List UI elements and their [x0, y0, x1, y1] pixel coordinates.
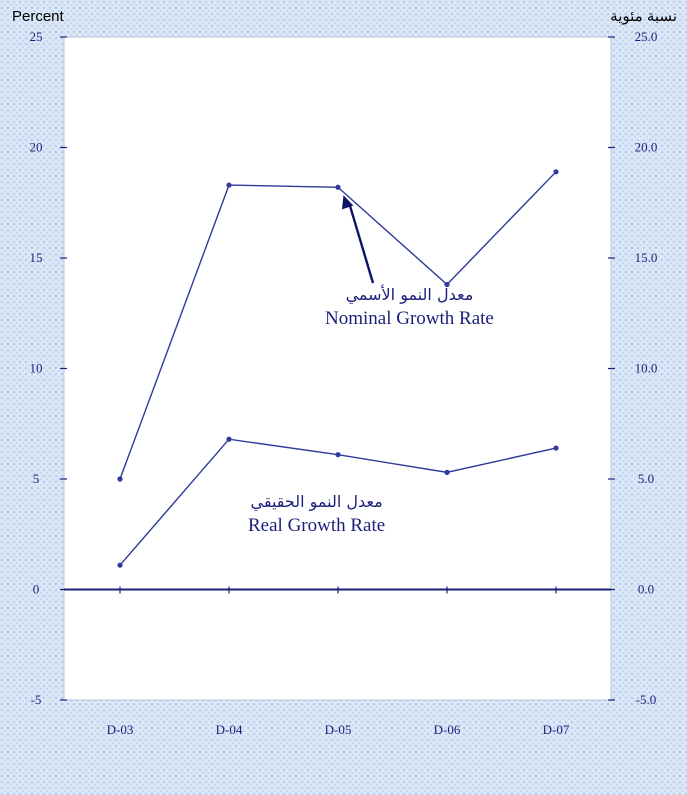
- right-tick-label: -5.0: [636, 692, 657, 707]
- real-growth-annotation: معدل النمو الحقيقي Real Growth Rate: [248, 490, 385, 538]
- left-tick-label: 10: [30, 361, 43, 376]
- left-tick-label: 15: [30, 250, 43, 265]
- right-tick-label: 10.0: [635, 361, 658, 376]
- data-point: [226, 182, 232, 188]
- real-growth-label: Real Growth Rate: [248, 515, 386, 536]
- right-tick-label: 0.0: [638, 582, 654, 597]
- data-point: [553, 169, 559, 175]
- left-tick-label: -5: [31, 692, 42, 707]
- right-tick-label: 15.0: [635, 250, 658, 265]
- x-tick-label: D-07: [543, 722, 570, 737]
- real-growth-label-arabic: معدل النمو الحقيقي: [250, 492, 383, 511]
- data-point: [335, 452, 341, 458]
- right-tick-label: 5.0: [638, 471, 654, 486]
- left-tick-label: 20: [30, 140, 43, 155]
- annotation-arrow-shaft: [348, 203, 375, 284]
- nominal-growth-annotation: معدل النمو الأسمي Nominal Growth Rate: [325, 283, 494, 331]
- x-tick-label: D-05: [325, 722, 352, 737]
- x-tick-label: D-04: [216, 722, 243, 737]
- data-point: [553, 445, 559, 451]
- right-tick-label: 20.0: [635, 140, 658, 155]
- nominal-growth-label: Nominal Growth Rate: [325, 308, 494, 329]
- x-tick-label: D-06: [434, 722, 461, 737]
- right-axis-title: نسبة مئوية: [610, 8, 677, 25]
- plot-area: [63, 36, 612, 701]
- annotation-arrow-head: [341, 195, 354, 210]
- left-tick-label: 0: [33, 582, 40, 597]
- left-axis-title: Percent: [12, 8, 64, 25]
- data-point: [444, 469, 450, 475]
- left-tick-label: 25: [30, 29, 43, 44]
- data-point: [335, 184, 341, 190]
- x-tick-label: D-03: [107, 722, 134, 737]
- left-tick-label: 5: [33, 471, 40, 486]
- right-tick-label: 25.0: [635, 29, 658, 44]
- nominal-growth-label-arabic: معدل النمو الأسمي: [345, 285, 474, 304]
- data-point: [117, 476, 123, 482]
- data-point: [444, 281, 450, 288]
- data-point: [226, 436, 232, 442]
- data-point: [117, 562, 123, 568]
